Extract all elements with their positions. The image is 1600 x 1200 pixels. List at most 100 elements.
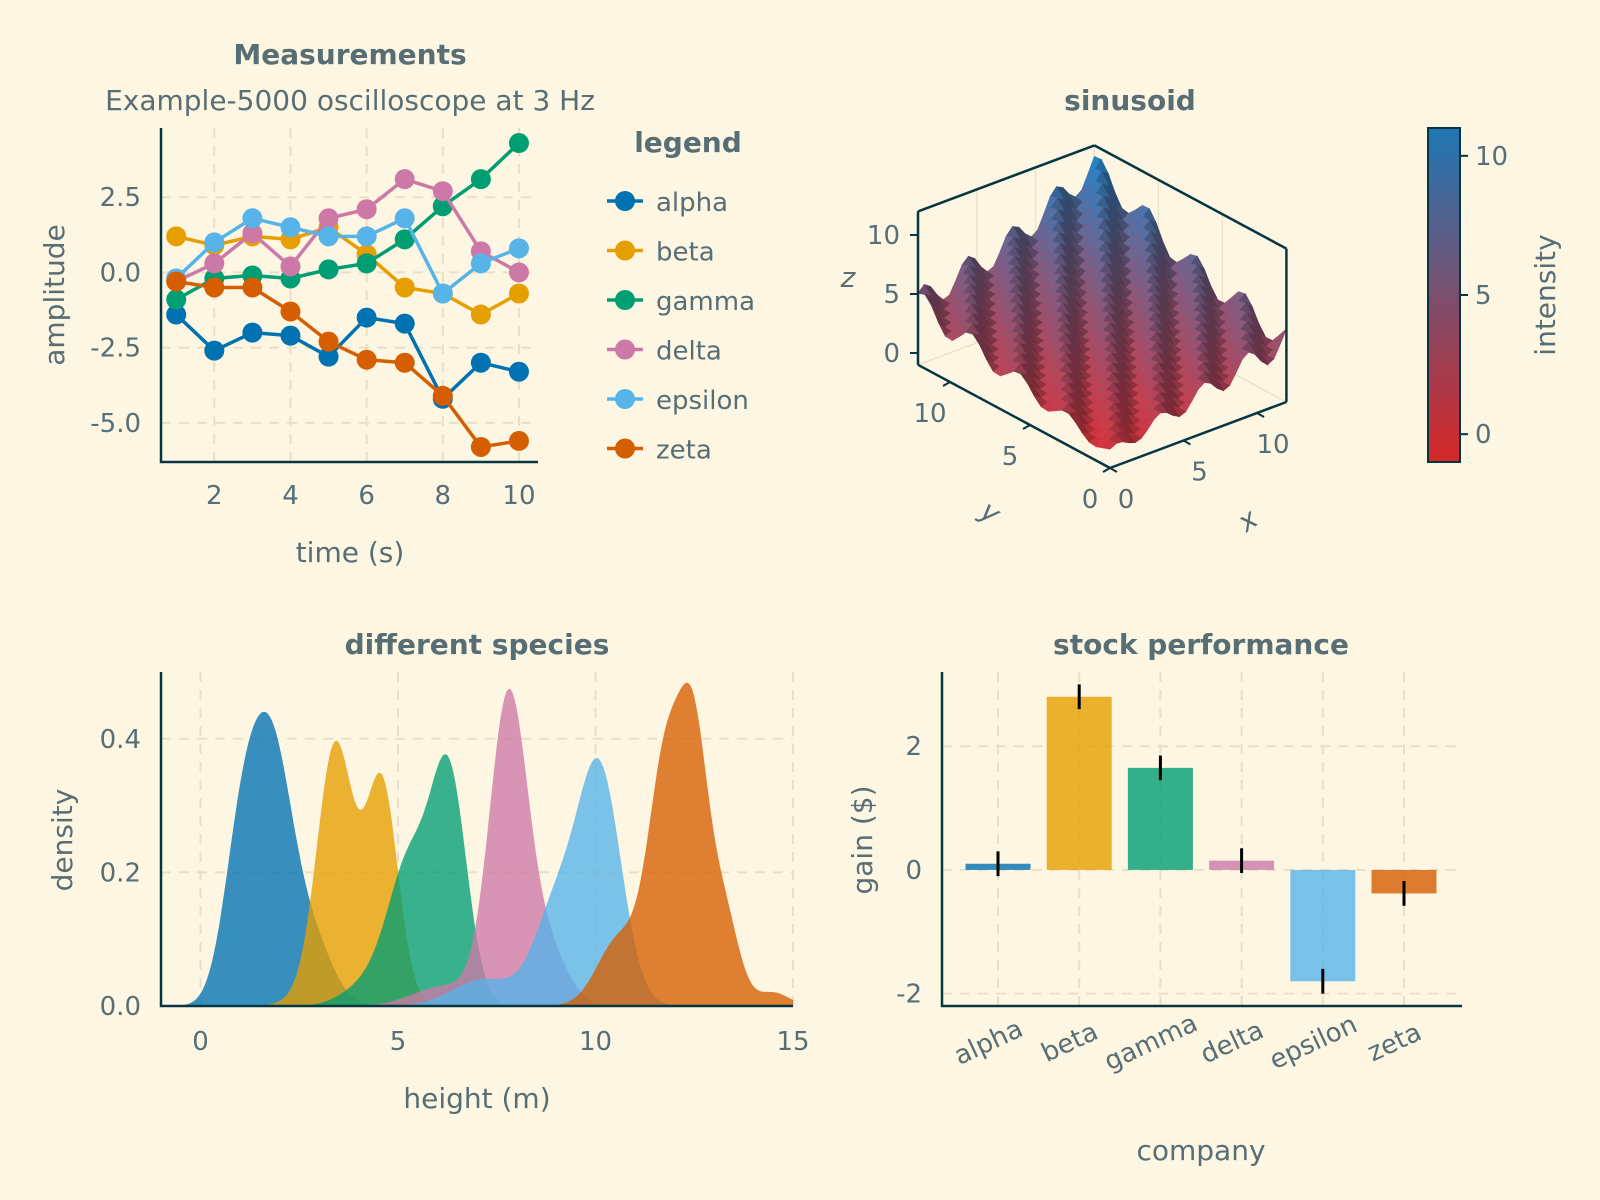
- measurements-subtitle: Example-5000 oscilloscope at 3 Hz: [105, 84, 595, 117]
- series-point-epsilon: [204, 232, 225, 253]
- series-point-epsilon: [432, 283, 453, 304]
- series-point-alpha: [242, 322, 263, 343]
- series-point-gamma: [470, 169, 491, 190]
- series-line-alpha: [175, 313, 520, 402]
- series-point-alpha: [508, 361, 529, 382]
- series-point-zeta: [394, 352, 415, 373]
- measurements-ticks: 2 4 6 8 10 -5.0 -2.5 0.0 2.5: [90, 183, 535, 511]
- colorbar-tick: 10: [1475, 142, 1508, 172]
- series-point-delta: [508, 262, 529, 283]
- legend-entry-delta: delta: [656, 337, 722, 367]
- species-ticks: 0 5 10 15 0.0 0.2 0.4: [100, 725, 810, 1057]
- series-line-epsilon: [175, 215, 520, 297]
- series-point-epsilon: [470, 253, 491, 274]
- sinusoid-title: sinusoid: [1064, 84, 1196, 117]
- bar-beta: [1046, 696, 1112, 870]
- measurements-xtick: 4: [282, 481, 299, 511]
- series-point-zeta: [280, 301, 301, 322]
- colorbar: [1427, 127, 1461, 463]
- legend-entry-gamma: gamma: [656, 287, 755, 317]
- measurements-axes: [159, 128, 538, 464]
- series-line-delta: [175, 177, 520, 284]
- series-point-delta: [318, 208, 339, 229]
- species-xtick: 10: [579, 1027, 612, 1057]
- series-point-alpha: [318, 346, 339, 367]
- legend-swatch-marker-gamma: [615, 290, 635, 310]
- bar-gamma: [1127, 767, 1193, 870]
- measurements-ylabel: amplitude: [38, 224, 71, 366]
- species-ytick: 0.2: [100, 858, 141, 888]
- measurements-ytick: -2.5: [90, 334, 141, 364]
- legend-swatch-marker-beta: [615, 240, 635, 261]
- measurements-legend: legend alpha beta gamma delta epsilon zeta: [607, 126, 755, 466]
- series-line-zeta: [175, 279, 520, 449]
- sinusoid-ytick: 0: [1082, 485, 1099, 515]
- series-point-delta: [356, 199, 377, 220]
- series-line-gamma: [175, 141, 521, 302]
- series-point-delta: [432, 181, 453, 202]
- legend-swatch-marker-zeta: [615, 438, 635, 459]
- species-areas: [161, 682, 793, 1006]
- series-point-alpha: [394, 313, 415, 334]
- stock-axes: [940, 672, 1462, 1008]
- legend-entry-zeta: zeta: [656, 436, 712, 466]
- sinusoid-xtick-mark: [1183, 439, 1191, 446]
- sinusoid-xtick: 0: [1118, 485, 1135, 515]
- series-point-epsilon: [356, 226, 377, 247]
- species-xtick: 15: [776, 1027, 809, 1057]
- stock-grid: [942, 672, 1462, 1006]
- series-point-zeta: [508, 430, 529, 451]
- species-title: different species: [345, 628, 610, 661]
- sinusoid-ticks: 0 5 10 0 5 10 0 5 10: [867, 221, 1290, 515]
- measurements-ytick: 0.0: [100, 258, 141, 288]
- species-ytick: 0.4: [100, 725, 141, 755]
- series-point-beta: [470, 304, 491, 325]
- measurements-xtick: 2: [206, 481, 223, 511]
- series-point-epsilon: [280, 217, 301, 238]
- species-ytick: 0.0: [100, 992, 141, 1022]
- species-ylabel: density: [46, 789, 79, 892]
- sinusoid-ztick: 5: [883, 280, 900, 310]
- series-point-alpha: [470, 352, 491, 373]
- series-point-zeta: [242, 277, 263, 298]
- series-point-epsilon: [318, 226, 339, 247]
- legend-entry-epsilon: epsilon: [656, 386, 749, 416]
- surface-facet: [1102, 438, 1117, 450]
- measurements-ytick: 2.5: [100, 183, 141, 213]
- legend-entry-alpha: alpha: [656, 188, 728, 218]
- measurements-xtick: 6: [358, 481, 375, 511]
- stock-bars: [965, 684, 1437, 994]
- frame-edge: [917, 144, 1095, 213]
- sinusoid-xtick-mark: [1109, 467, 1118, 473]
- measurements-xlabel: time (s): [296, 536, 405, 569]
- series-point-gamma: [318, 259, 339, 280]
- measurements-series: [166, 133, 529, 457]
- stock-ylabel: gain ($): [846, 785, 879, 894]
- sinusoid-xtick: 5: [1191, 458, 1208, 488]
- sinusoid-surface: [917, 155, 1287, 450]
- colorbar-label: intensity: [1529, 234, 1562, 355]
- sinusoid-xtick: 10: [1256, 430, 1289, 460]
- measurements-xtick: 10: [502, 481, 535, 511]
- series-line-beta: [175, 225, 520, 317]
- series-point-gamma: [356, 253, 377, 274]
- legend-swatch-marker-epsilon: [615, 389, 635, 409]
- species-xtick: 5: [390, 1027, 407, 1057]
- series-point-delta: [394, 169, 415, 190]
- sinusoid-ytick: 10: [913, 399, 946, 429]
- measurements-title: Measurements: [233, 38, 466, 71]
- stock-xlabel: company: [1136, 1134, 1265, 1167]
- species-xlabel: height (m): [403, 1082, 550, 1115]
- series-point-zeta: [432, 385, 453, 406]
- sinusoid-ytick: 5: [1002, 442, 1019, 472]
- sinusoid-ztick: 0: [883, 339, 900, 369]
- legend-swatch-marker-alpha: [615, 191, 635, 211]
- sinusoid-ytick-mark: [942, 381, 951, 387]
- series-point-delta: [242, 223, 263, 244]
- density-area: [161, 688, 793, 1006]
- series-point-gamma: [394, 229, 415, 250]
- bar-epsilon: [1290, 869, 1356, 982]
- frame-edge: [1093, 144, 1287, 250]
